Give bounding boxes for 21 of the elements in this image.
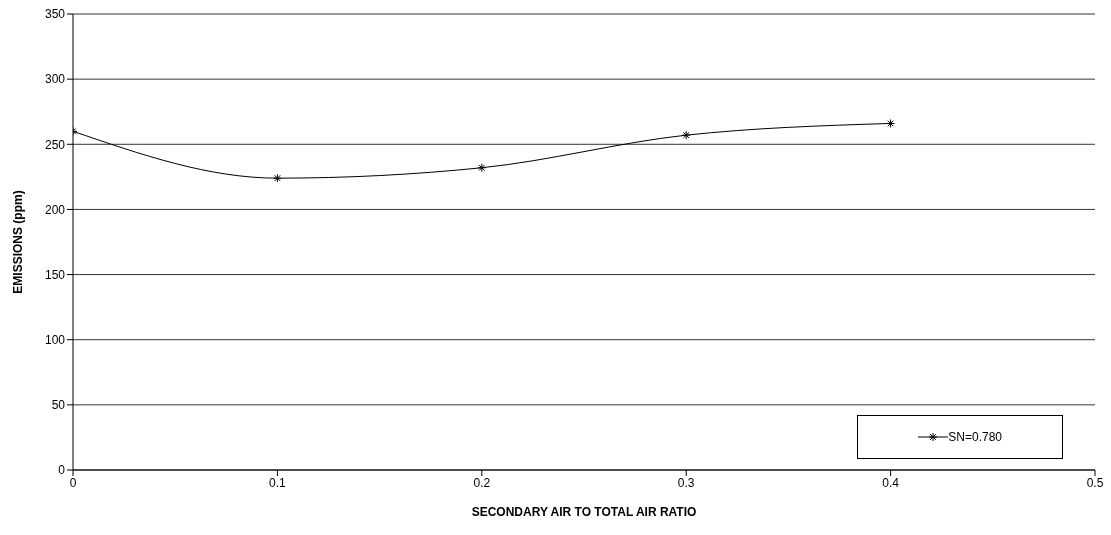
- point: [886, 118, 896, 128]
- x-tick-label: 0.5: [1086, 475, 1104, 490]
- y-tick-label: 150: [44, 267, 66, 282]
- x-tick-label: 0.4: [882, 475, 900, 490]
- point: [272, 173, 282, 183]
- point: [477, 163, 487, 173]
- point: [681, 130, 691, 140]
- legend-label: SN=0.780: [948, 430, 1002, 444]
- x-tick-label: 0: [69, 475, 77, 490]
- x-tick-label: 0.3: [677, 475, 695, 490]
- x-axis-title: SECONDARY AIR TO TOTAL AIR RATIO: [471, 505, 697, 519]
- y-axis-title: EMISSIONS (ppm): [11, 190, 26, 294]
- y-tick-label: 200: [44, 202, 66, 217]
- y-tick-label: 300: [44, 72, 66, 87]
- y-tick-label: 0: [58, 463, 66, 478]
- y-tick-label: 50: [51, 398, 66, 413]
- y-tick-label: 100: [44, 332, 66, 347]
- x-tick-label: 0.1: [269, 475, 287, 490]
- x-tick-label: 0.2: [473, 475, 491, 490]
- y-tick-label: 350: [44, 7, 66, 22]
- y-tick-label: 250: [44, 137, 66, 152]
